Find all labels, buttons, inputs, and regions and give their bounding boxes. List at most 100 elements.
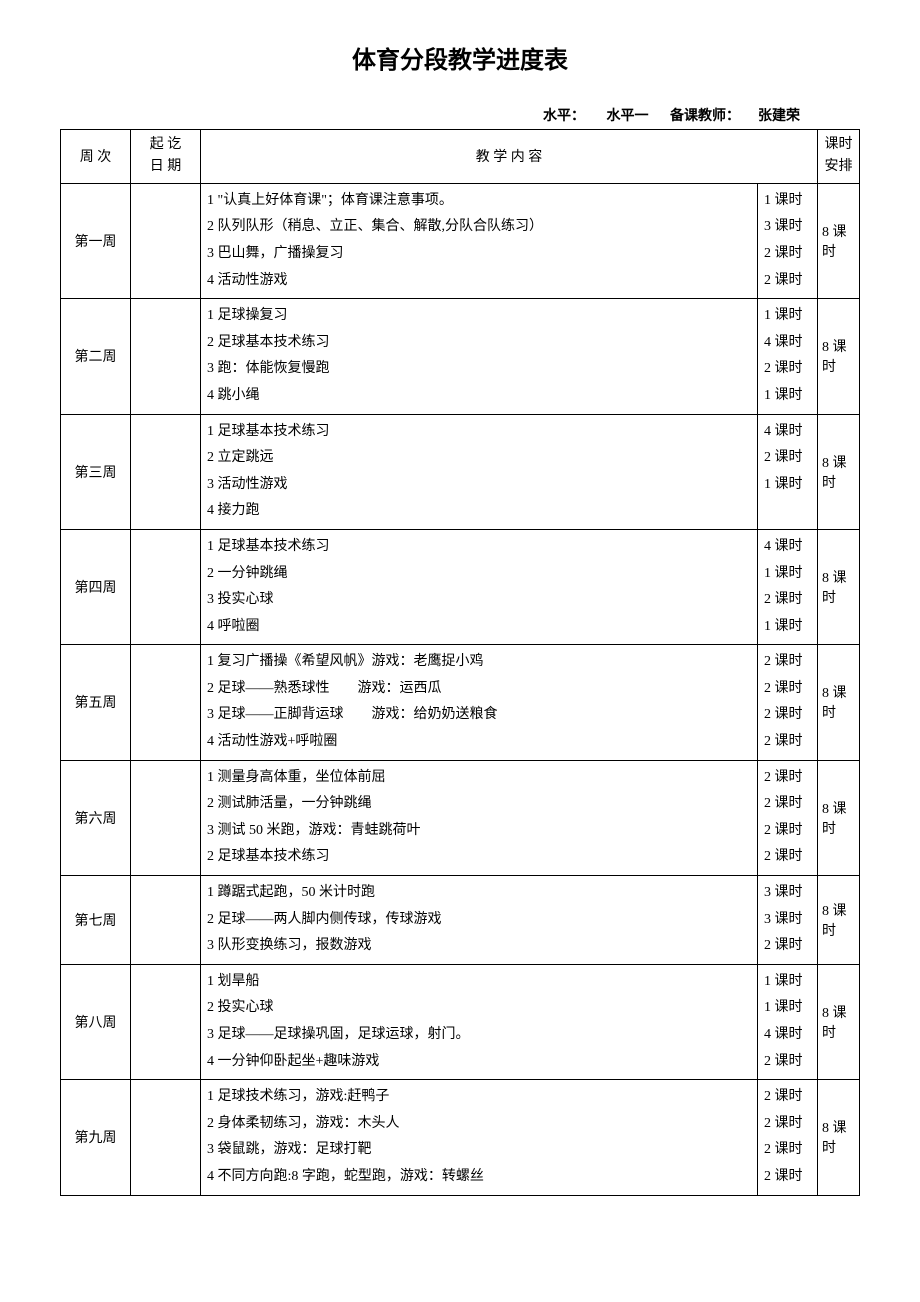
hours-item: 1 课时: [764, 995, 813, 1022]
content-item: 3 队形变换练习，报数游戏: [207, 933, 751, 960]
hours-cell: 2 课时2 课时2 课时2 课时: [758, 760, 818, 875]
hours-item: 2 课时: [764, 1049, 813, 1076]
schedule-table: 周 次 起 讫 日 期 教 学 内 容 课时 安排 第一周 1 "认真上好体育课"…: [60, 129, 860, 1196]
week-cell: 第一周: [61, 183, 131, 298]
hours-item: 1 课时: [764, 472, 813, 499]
content-item: 2 队列队形（稍息、立正、集合、解散,分队合队练习）: [207, 214, 751, 241]
content-item: 2 足球基本技术练习: [207, 844, 751, 871]
hours-item: 2 课时: [764, 933, 813, 960]
page-title: 体育分段教学进度表: [60, 40, 860, 75]
week-cell: 第六周: [61, 760, 131, 875]
date-cell: [131, 876, 201, 965]
content-cell: 1 足球操复习2 足球基本技术练习3 跑：体能恢复慢跑4 跳小绳: [201, 299, 758, 414]
hours-item: [764, 498, 813, 525]
table-row: 第二周1 足球操复习2 足球基本技术练习3 跑：体能恢复慢跑4 跳小绳1 课时4…: [61, 299, 860, 414]
hours-item: 2 课时: [764, 241, 813, 268]
content-item: 4 跳小绳: [207, 383, 751, 410]
content-item: 2 一分钟跳绳: [207, 561, 751, 588]
date-cell: [131, 760, 201, 875]
content-item: 2 足球——熟悉球性 游戏：运西瓜: [207, 676, 751, 703]
content-item: 2 身体柔韧练习，游戏：木头人: [207, 1111, 751, 1138]
hours-item: 2 课时: [764, 818, 813, 845]
week-cell: 第七周: [61, 876, 131, 965]
hours-item: 2 课时: [764, 765, 813, 792]
content-item: 1 测量身高体重，坐位体前屈: [207, 765, 751, 792]
content-cell: 1 足球基本技术练习2 立定跳远3 活动性游戏4 接力跑: [201, 414, 758, 529]
hours-item: 2 课时: [764, 356, 813, 383]
teacher-label: 备课教师：: [670, 109, 740, 124]
hours-item: 2 课时: [764, 1111, 813, 1138]
content-item: 3 足球——正脚背运球 游戏：给奶奶送粮食: [207, 702, 751, 729]
content-item: 1 复习广播操《希望风帆》游戏：老鹰捉小鸡: [207, 649, 751, 676]
date-cell: [131, 414, 201, 529]
content-item: 3 跑：体能恢复慢跑: [207, 356, 751, 383]
content-item: 4 接力跑: [207, 498, 751, 525]
content-item: 3 袋鼠跳，游戏：足球打靶: [207, 1137, 751, 1164]
level-value: 水平一: [607, 109, 649, 124]
hours-item: 4 课时: [764, 1022, 813, 1049]
hours-cell: 4 课时2 课时1 课时: [758, 414, 818, 529]
total-cell: 8 课时: [818, 760, 860, 875]
hours-item: 1 课时: [764, 383, 813, 410]
table-row: 第四周1 足球基本技术练习2 一分钟跳绳3 投实心球4 呼啦圈4 课时1 课时2…: [61, 529, 860, 644]
hours-cell: 2 课时2 课时2 课时2 课时: [758, 645, 818, 760]
teacher-value: 张建荣: [758, 109, 800, 124]
hours-item: 1 课时: [764, 303, 813, 330]
content-item: 3 投实心球: [207, 587, 751, 614]
content-item: 2 投实心球: [207, 995, 751, 1022]
date-cell: [131, 1080, 201, 1195]
hours-item: 2 课时: [764, 1084, 813, 1111]
meta-info: 水平： 水平一 备课教师： 张建荣: [60, 105, 860, 125]
total-cell: 8 课时: [818, 183, 860, 298]
hours-item: 2 课时: [764, 1137, 813, 1164]
hours-cell: 4 课时1 课时2 课时1 课时: [758, 529, 818, 644]
week-cell: 第九周: [61, 1080, 131, 1195]
content-item: 3 巴山舞，广播操复习: [207, 241, 751, 268]
date-cell: [131, 964, 201, 1079]
content-cell: 1 "认真上好体育课"；体育课注意事项。2 队列队形（稍息、立正、集合、解散,分…: [201, 183, 758, 298]
header-date-l2: 日 期: [150, 159, 182, 174]
hours-item: 3 课时: [764, 214, 813, 241]
content-item: 4 活动性游戏: [207, 268, 751, 295]
hours-item: 3 课时: [764, 880, 813, 907]
content-item: 2 立定跳远: [207, 445, 751, 472]
hours-item: 2 课时: [764, 649, 813, 676]
table-row: 第七周 1 蹲踞式起跑，50 米计时跑2 足球——两人脚内侧传球，传球游戏3 队形…: [61, 876, 860, 965]
table-row: 第八周1 划旱船2 投实心球3 足球——足球操巩固，足球运球，射门。4 一分钟仰…: [61, 964, 860, 1079]
date-cell: [131, 645, 201, 760]
week-cell: 第四周: [61, 529, 131, 644]
content-item: 1 "认真上好体育课"；体育课注意事项。: [207, 188, 751, 215]
date-cell: [131, 183, 201, 298]
hours-item: 1 课时: [764, 188, 813, 215]
total-cell: 8 课时: [818, 964, 860, 1079]
total-cell: 8 课时: [818, 876, 860, 965]
total-cell: 8 课时: [818, 645, 860, 760]
content-item: 1 足球基本技术练习: [207, 534, 751, 561]
hours-item: 4 课时: [764, 419, 813, 446]
hours-cell: 1 课时1 课时4 课时2 课时: [758, 964, 818, 1079]
hours-item: 2 课时: [764, 587, 813, 614]
content-item: 4 不同方向跑:8 字跑，蛇型跑，游戏：转螺丝: [207, 1164, 751, 1191]
week-cell: 第八周: [61, 964, 131, 1079]
hours-cell: 1 课时3 课时2 课时2 课时: [758, 183, 818, 298]
table-header-row: 周 次 起 讫 日 期 教 学 内 容 课时 安排: [61, 130, 860, 184]
hours-cell: 1 课时4 课时2 课时1 课时: [758, 299, 818, 414]
content-item: 4 活动性游戏+呼啦圈: [207, 729, 751, 756]
content-cell: 1 蹲踞式起跑，50 米计时跑2 足球——两人脚内侧传球，传球游戏3 队形变换练…: [201, 876, 758, 965]
week-cell: 第三周: [61, 414, 131, 529]
week-cell: 第二周: [61, 299, 131, 414]
table-row: 第五周1 复习广播操《希望风帆》游戏：老鹰捉小鸡2 足球——熟悉球性 游戏：运西…: [61, 645, 860, 760]
header-content: 教 学 内 容: [201, 130, 818, 184]
hours-item: 1 课时: [764, 614, 813, 641]
content-item: 2 足球——两人脚内侧传球，传球游戏: [207, 907, 751, 934]
table-row: 第六周1 测量身高体重，坐位体前屈2 测试肺活量，一分钟跳绳3 测试 50 米跑…: [61, 760, 860, 875]
hours-item: 2 课时: [764, 268, 813, 295]
header-date-l1: 起 讫: [150, 137, 182, 152]
total-cell: 8 课时: [818, 414, 860, 529]
content-item: 1 足球技术练习，游戏:赶鸭子: [207, 1084, 751, 1111]
level-label: 水平：: [543, 109, 585, 124]
hours-cell: 3 课时3 课时2 课时: [758, 876, 818, 965]
content-cell: 1 足球基本技术练习2 一分钟跳绳3 投实心球4 呼啦圈: [201, 529, 758, 644]
content-item: 4 呼啦圈: [207, 614, 751, 641]
hours-item: 4 课时: [764, 534, 813, 561]
